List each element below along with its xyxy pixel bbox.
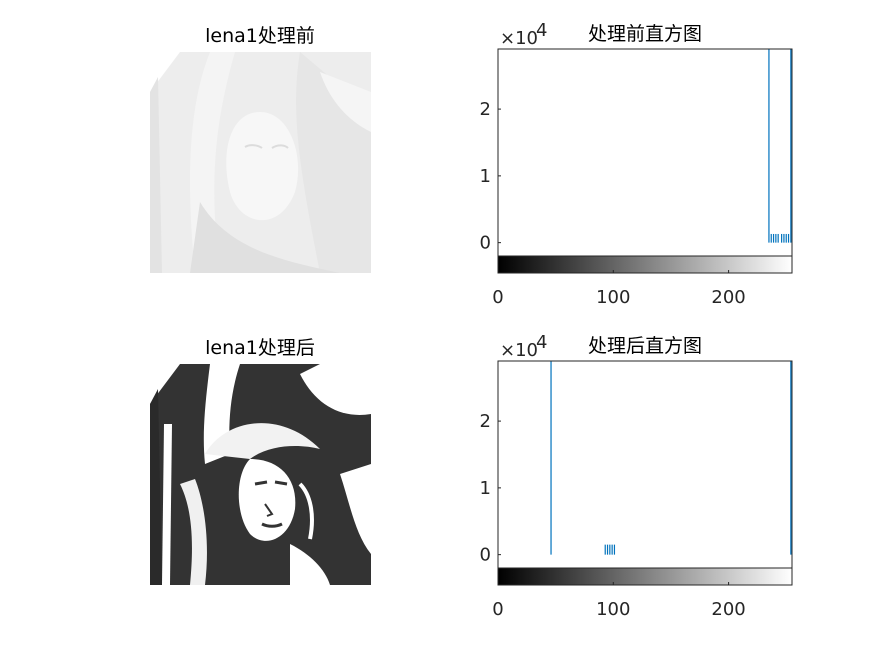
grayscale-colorbar bbox=[498, 256, 792, 273]
y-tick-label-1: 1 bbox=[480, 166, 491, 187]
x-tick-label-0: 0 bbox=[492, 287, 503, 308]
y-tick-label-1: 1 bbox=[480, 478, 491, 499]
grayscale-colorbar bbox=[498, 568, 792, 585]
lena-image-before bbox=[150, 52, 371, 273]
lena-image-after bbox=[150, 364, 371, 585]
image-title-after: lena1处理后 bbox=[205, 337, 315, 359]
image-title-before: lena1处理前 bbox=[205, 25, 315, 47]
y-tick-label-2: 2 bbox=[480, 411, 491, 432]
histogram-before: 0 1 2 0 100 200 ×104 处理前直方图 bbox=[480, 20, 793, 308]
x-tick-label-0: 0 bbox=[492, 599, 503, 620]
axes-box bbox=[497, 48, 793, 274]
plot-area bbox=[498, 361, 792, 568]
histogram-title: 处理前直方图 bbox=[588, 23, 702, 45]
x-tick-label-1: 100 bbox=[596, 287, 630, 308]
y-tick-label-0: 0 bbox=[480, 233, 491, 254]
plot-area bbox=[498, 49, 792, 256]
x-tick-label-2: 200 bbox=[711, 287, 745, 308]
axes-box bbox=[497, 360, 793, 586]
image-panel-after: lena1处理后 bbox=[150, 337, 371, 585]
y-tick-label-0: 0 bbox=[480, 545, 491, 566]
y-tick-label-2: 2 bbox=[480, 99, 491, 120]
x-tick-label-1: 100 bbox=[596, 599, 630, 620]
image-panel-before: lena1处理前 bbox=[150, 25, 371, 273]
x-tick-label-2: 200 bbox=[711, 599, 745, 620]
y-multiplier-exponent: 4 bbox=[536, 20, 547, 41]
y-multiplier: ×10 bbox=[500, 28, 538, 49]
y-multiplier: ×10 bbox=[500, 340, 538, 361]
y-multiplier-exponent: 4 bbox=[536, 332, 547, 353]
histogram-title: 处理后直方图 bbox=[588, 335, 702, 357]
histogram-after: 0 1 2 0 100 200 ×104 处理后直方图 bbox=[480, 332, 793, 620]
